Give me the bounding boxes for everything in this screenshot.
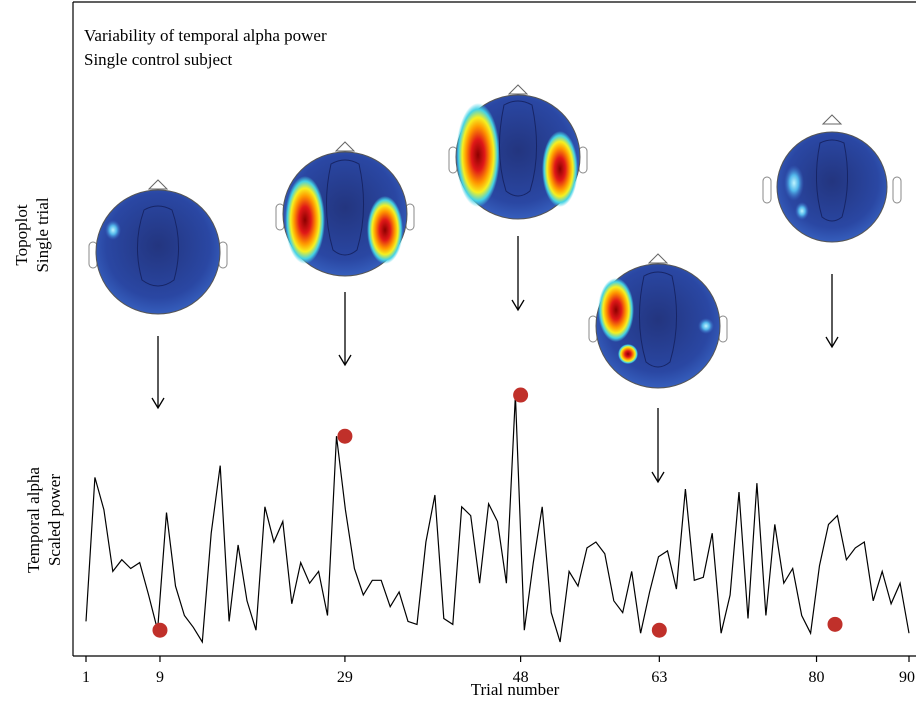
arrow-trial-63: [651, 408, 665, 484]
topoplot-label-line-2: Single trial: [33, 197, 52, 272]
chart-title-line-2: Single control subject: [84, 50, 233, 69]
x-tick-label: 9: [156, 669, 164, 686]
arrow-trial-48: [511, 236, 525, 312]
highlight-point-trial-82: [827, 616, 843, 632]
x-tick-label: 1: [82, 669, 90, 686]
x-tick-label: 90: [899, 669, 915, 686]
highlight-point-trial-63: [651, 622, 667, 638]
x-tick-label: 63: [651, 669, 667, 686]
topoplot-head-trial-48: [448, 84, 588, 220]
y-axis-label-line-2: Scaled power: [45, 474, 64, 566]
highlight-point-trial-48: [513, 387, 529, 403]
topoplot-head-trial-63: [588, 253, 728, 389]
arrow-trial-9: [151, 336, 165, 410]
arrow-trial-29: [338, 292, 352, 367]
topoplot-head-trial-29: [275, 141, 415, 277]
topoplot-head-trial-9: [88, 179, 228, 315]
y-axis-label-line-1: Temporal alpha: [24, 467, 43, 573]
x-axis-ticks: 1 9 29 48 63 80 90: [82, 656, 915, 686]
series-line-temporal-alpha: [85, 394, 910, 644]
arrow-trial-82: [825, 274, 839, 349]
x-tick-label: 48: [513, 669, 529, 686]
x-tick-label: 80: [809, 669, 825, 686]
x-axis-label: Trial number: [471, 680, 560, 699]
highlight-points: [152, 387, 843, 638]
x-tick-label: 29: [337, 669, 353, 686]
highlight-point-trial-9: [152, 622, 168, 638]
highlight-point-trial-29: [337, 428, 353, 444]
topoplot-head-trial-82: [762, 114, 902, 243]
topoplot-label-line-1: Topoplot: [12, 204, 31, 265]
chart-title-line-1: Variability of temporal alpha power: [84, 26, 327, 45]
